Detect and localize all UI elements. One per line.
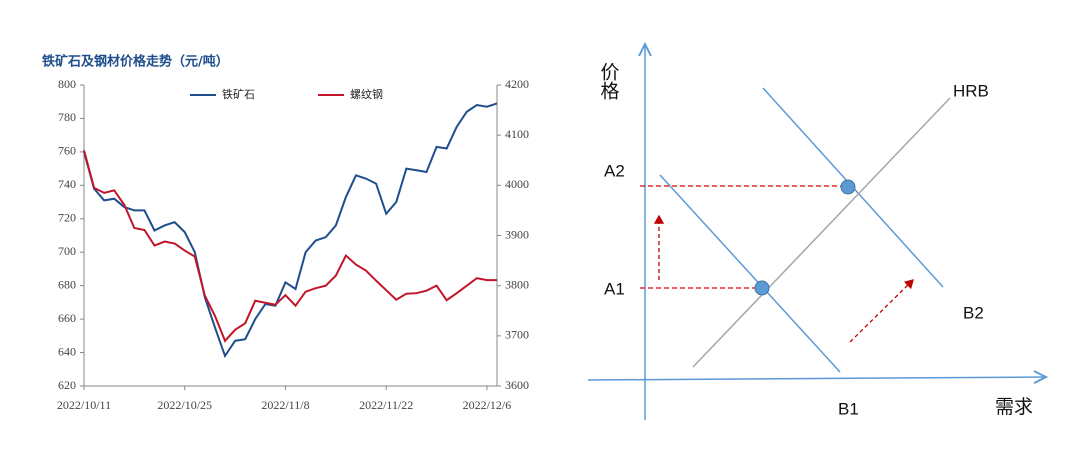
y-tick-label: 740 bbox=[58, 177, 76, 191]
y-tick-label: 760 bbox=[58, 144, 76, 158]
legend-label: 铁矿石 bbox=[222, 88, 255, 101]
y2-tick-label: 4000 bbox=[505, 177, 529, 191]
chart-title: 铁矿石及钢材价格走势（元/吨） bbox=[41, 54, 229, 70]
series-line bbox=[83, 149, 497, 343]
y-tick-label: 700 bbox=[58, 244, 76, 258]
legend-label: 螺纹钢 bbox=[350, 87, 383, 101]
y2-tick-label: 3600 bbox=[505, 378, 529, 392]
y-axis-label: 价格 bbox=[598, 62, 620, 100]
supply-label: HRB bbox=[953, 81, 989, 100]
diagram: 价格 需求 HRB A2 A1 B1 B2 bbox=[587, 44, 1046, 420]
y2-tick-label: 3900 bbox=[505, 227, 529, 241]
supply-line bbox=[692, 97, 951, 368]
x-tick-label: 2022/11/22 bbox=[359, 398, 413, 412]
y-tick-label: 720 bbox=[58, 211, 76, 225]
x-tick-label: 2022/10/11 bbox=[57, 398, 111, 412]
demand-label: B2 bbox=[963, 303, 984, 322]
x-axis bbox=[587, 377, 1046, 380]
y-tick-label: 680 bbox=[58, 277, 76, 291]
equilibrium-point bbox=[754, 280, 770, 296]
demand-label: B1 bbox=[838, 399, 859, 418]
x-tick-label: 2022/11/8 bbox=[261, 398, 309, 412]
y-tick-label: 800 bbox=[58, 77, 76, 91]
y-tick-label: 660 bbox=[58, 311, 76, 325]
price-label: A2 bbox=[604, 161, 625, 180]
shift-arrow bbox=[849, 279, 914, 343]
y2-tick-label: 3800 bbox=[505, 277, 529, 291]
y2-tick-label: 4200 bbox=[505, 77, 529, 91]
y2-tick-label: 4100 bbox=[505, 127, 529, 141]
chart: 620 640 660 680 700 720 740 760 780 800 3600 3700 38… bbox=[57, 77, 529, 412]
series-line bbox=[83, 102, 498, 359]
x-tick-label: 2022/12/6 bbox=[463, 398, 512, 412]
y-tick-label: 780 bbox=[58, 110, 76, 124]
demand-line bbox=[659, 174, 841, 373]
y-tick-label: 640 bbox=[58, 344, 76, 358]
x-axis-label: 需求 bbox=[995, 396, 1033, 418]
x-tick-label: 2022/10/25 bbox=[157, 398, 212, 412]
y-tick-label: 620 bbox=[58, 378, 76, 392]
y2-tick-label: 3700 bbox=[505, 328, 529, 342]
equilibrium-point bbox=[840, 179, 856, 195]
price-label: A1 bbox=[604, 279, 625, 298]
